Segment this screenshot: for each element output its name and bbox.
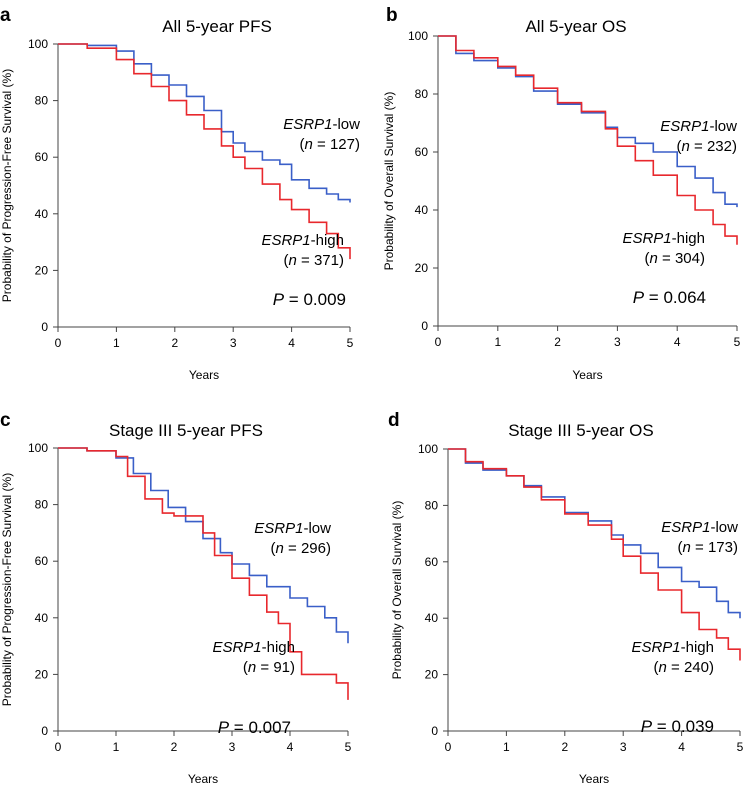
x-tick-label: 5 (345, 740, 352, 754)
p-value: P = 0.039 (641, 717, 714, 736)
y-tick-label: 100 (28, 441, 48, 455)
y-tick-label: 0 (41, 724, 48, 738)
y-tick-label: 0 (41, 320, 48, 334)
legend-high-name: ESRP1-high (212, 639, 295, 656)
x-tick-label: 3 (614, 335, 621, 349)
x-tick-label: 1 (113, 740, 120, 754)
panel-title: All 5-year OS (525, 17, 626, 36)
y-tick-label: 20 (35, 263, 49, 277)
panel-title: All 5-year PFS (162, 17, 272, 36)
y-tick-label: 80 (35, 498, 49, 512)
y-tick-label: 60 (35, 150, 49, 164)
x-tick-label: 5 (737, 740, 744, 754)
panel-c: c Stage III 5-year PFS 0 1 2 3 4 5 0 20 40 60 80 100 Y… (0, 410, 352, 786)
legend-high-name: ESRP1-high (261, 232, 344, 249)
panel-b: b All 5-year OS 0 1 2 3 4 5 0 20 40 60 80 100 Years Pro… (382, 5, 741, 382)
y-tick-label: 100 (28, 37, 48, 51)
y-tick-label: 60 (35, 554, 49, 568)
y-axis-label: Probability of Overall Survival (%) (390, 501, 404, 680)
series-line-high (58, 447, 349, 700)
x-tick-label: 2 (554, 335, 561, 349)
p-value: P = 0.064 (633, 288, 706, 307)
legend-high-name: ESRP1-high (631, 639, 714, 656)
panel-title: Stage III 5-year OS (508, 421, 654, 440)
legend-low-n: (n = 232) (677, 138, 737, 155)
legend-high-n: (n = 240) (654, 659, 714, 676)
p-value: P = 0.007 (218, 718, 291, 737)
y-tick-label: 0 (421, 319, 428, 333)
y-tick-label: 20 (425, 668, 439, 682)
series-line-low (58, 447, 349, 644)
series-line-high (438, 35, 738, 245)
y-tick-label: 0 (431, 724, 438, 738)
x-tick-label: 0 (55, 740, 62, 754)
x-tick-label: 3 (620, 740, 627, 754)
x-tick-label: 4 (287, 740, 294, 754)
x-tick-label: 4 (678, 740, 685, 754)
x-tick-label: 0 (435, 335, 442, 349)
y-axis-label: Probability of Overall Survival (%) (382, 92, 396, 271)
legend-high-n: (n = 304) (645, 250, 705, 267)
p-value: P = 0.009 (273, 290, 346, 309)
legend-low-name: ESRP1-low (661, 519, 738, 536)
x-tick-label: 2 (171, 336, 178, 350)
x-axis-label: Years (579, 772, 609, 786)
legend-high-name: ESRP1-high (622, 230, 705, 247)
series-line-high (448, 448, 741, 661)
series-line-high (58, 43, 351, 260)
y-tick-label: 20 (35, 667, 49, 681)
x-tick-label: 1 (494, 335, 501, 349)
x-tick-label: 3 (229, 740, 236, 754)
y-tick-label: 100 (418, 442, 438, 456)
x-tick-label: 4 (288, 336, 295, 350)
x-tick-label: 1 (113, 336, 120, 350)
legend-low-name: ESRP1-low (660, 118, 737, 135)
legend-high-n: (n = 91) (243, 659, 295, 676)
legend-high-n: (n = 371) (284, 252, 344, 269)
y-tick-label: 40 (415, 203, 429, 217)
x-axis-label: Years (572, 368, 602, 382)
y-tick-label: 20 (415, 261, 429, 275)
x-axis-label: Years (188, 772, 218, 786)
y-tick-label: 100 (408, 29, 428, 43)
legend-low-name: ESRP1-low (254, 520, 331, 537)
x-tick-label: 2 (171, 740, 178, 754)
panel-label: a (0, 5, 11, 26)
x-tick-label: 5 (347, 336, 354, 350)
legend-low-n: (n = 296) (271, 540, 331, 557)
x-tick-label: 3 (230, 336, 237, 350)
x-axis-label: Years (189, 368, 219, 382)
panel-label: b (386, 5, 398, 26)
x-tick-label: 0 (55, 336, 62, 350)
y-tick-label: 80 (35, 94, 49, 108)
panel-a: a All 5-year PFS 0 1 2 3 4 5 0 20 40 60 80 100 Years Pr… (0, 5, 360, 382)
legend-low-n: (n = 173) (678, 539, 738, 556)
y-axis-label: Probability of Progression-Free Survival… (0, 473, 14, 706)
panel-label: d (388, 410, 400, 431)
y-tick-label: 40 (35, 611, 49, 625)
x-tick-label: 1 (503, 740, 510, 754)
panel-d: d Stage III 5-year OS 0 1 2 3 4 5 0 20 40 60 80 100 Ye… (388, 410, 744, 786)
x-tick-label: 5 (734, 335, 741, 349)
y-tick-label: 40 (35, 207, 49, 221)
y-tick-label: 40 (425, 611, 439, 625)
panel-title: Stage III 5-year PFS (109, 421, 263, 440)
legend-low-n: (n = 127) (300, 136, 360, 153)
x-tick-label: 4 (674, 335, 681, 349)
y-tick-label: 80 (425, 498, 439, 512)
legend-low-name: ESRP1-low (283, 116, 360, 133)
panel-label: c (0, 410, 11, 431)
y-tick-label: 60 (425, 555, 439, 569)
y-tick-label: 80 (415, 87, 429, 101)
x-tick-label: 2 (561, 740, 568, 754)
y-axis-label: Probability of Progression-Free Survival… (0, 69, 14, 302)
x-tick-label: 0 (445, 740, 452, 754)
y-tick-label: 60 (415, 145, 429, 159)
